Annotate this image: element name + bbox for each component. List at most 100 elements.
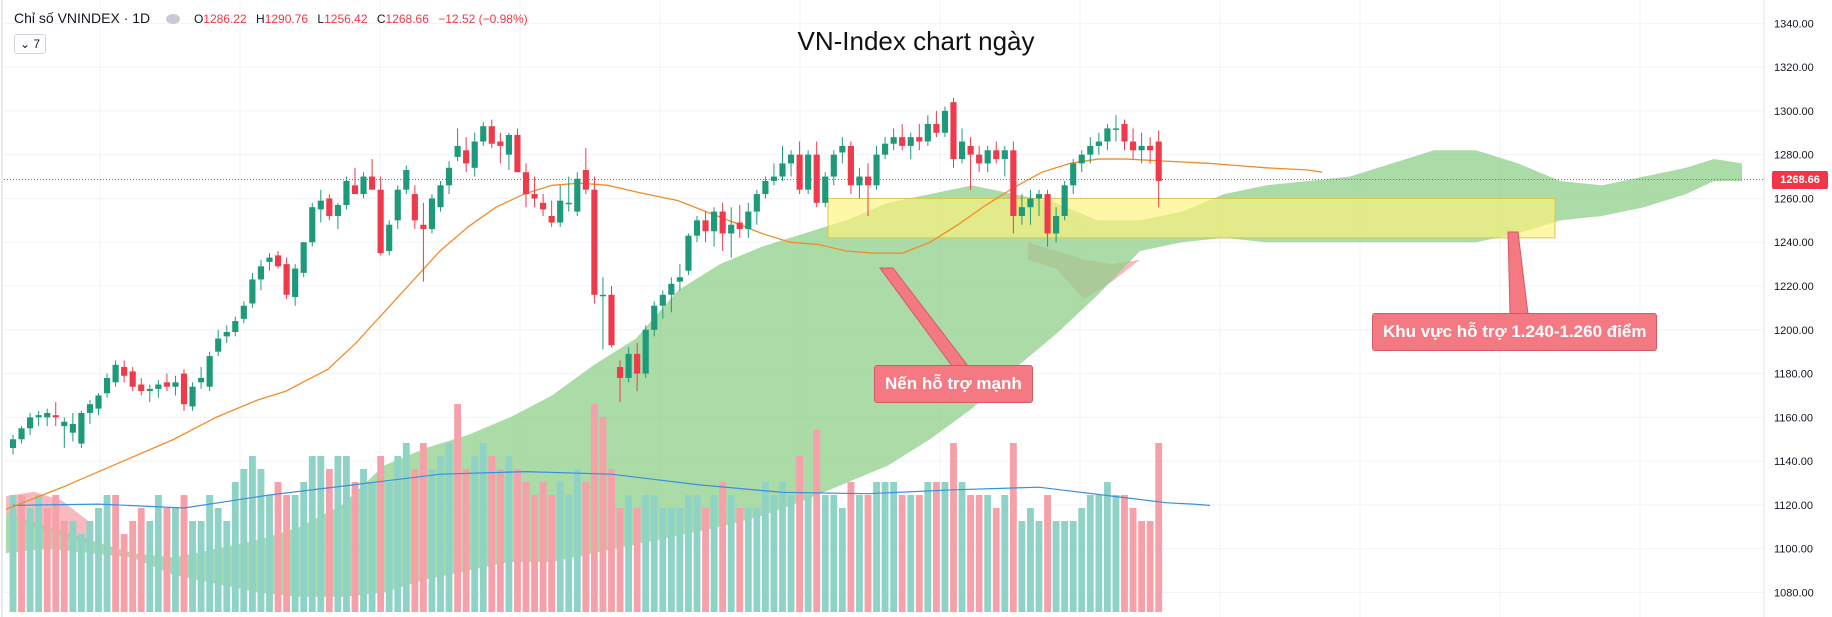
candle-body [642, 329, 649, 374]
volume-bar [129, 521, 137, 612]
candle-body [847, 145, 854, 186]
volume-bar [719, 482, 727, 612]
volume-bar [26, 508, 34, 612]
candle-body [659, 294, 666, 306]
candle-body [753, 194, 760, 212]
volume-bar [377, 456, 385, 612]
candle-body [702, 220, 709, 232]
candle-body [813, 154, 820, 203]
candle-body [317, 200, 324, 210]
volume-bar [112, 495, 120, 612]
indicators-toggle-button[interactable]: ⌄ 7 [14, 34, 46, 54]
candle-body [189, 386, 196, 407]
symbol-label[interactable]: Chỉ số VNINDEX · 1D [14, 10, 151, 26]
volume-bar [1146, 521, 1154, 612]
volume-bar [214, 508, 222, 612]
candle-body [454, 145, 461, 157]
volume-bar [496, 469, 504, 612]
volume-bar [35, 495, 43, 612]
candle-body [557, 200, 564, 223]
volume-bar [334, 456, 342, 612]
candle-body [326, 198, 333, 216]
volume-bar [1078, 508, 1086, 612]
candle-body [933, 124, 940, 133]
candle-body [505, 134, 512, 155]
candle-body [146, 388, 153, 392]
visibility-icon[interactable] [166, 14, 181, 25]
high-label: H [256, 12, 265, 26]
volume-bar [394, 456, 402, 612]
volume-bar [685, 495, 692, 612]
candle-body [257, 266, 265, 280]
volume-ma-line [12, 470, 1211, 509]
candle-body [411, 194, 418, 221]
candle-body [616, 367, 624, 378]
y-tick-label: 1080.00 [1774, 587, 1814, 599]
volume-bar [727, 495, 735, 612]
volume-bar [847, 482, 855, 612]
volume-bar [1155, 443, 1163, 612]
volume-bar [505, 456, 513, 612]
candle-body [976, 154, 983, 164]
high-value: 1290.76 [264, 12, 309, 26]
volume-bar [240, 469, 248, 612]
volume-bar [616, 508, 624, 612]
volume-bar [736, 508, 744, 612]
candle-body [9, 439, 17, 449]
volume-bar [924, 482, 932, 612]
y-tick-label: 1140.00 [1774, 456, 1813, 468]
candle-body [651, 305, 658, 330]
candle-body [967, 145, 974, 155]
volume-bar [514, 469, 521, 612]
candle-body [839, 145, 846, 153]
y-tick-label: 1260.00 [1774, 193, 1814, 205]
volume-bar [69, 521, 77, 612]
y-tick-label: 1200.00 [1774, 325, 1814, 337]
volume-bar [932, 482, 940, 612]
volume-bar [761, 482, 769, 612]
volume-bar [163, 508, 171, 612]
candle-body [249, 279, 256, 304]
volume-bar [402, 443, 410, 612]
volume-bar [103, 495, 111, 612]
volume-bar [856, 495, 863, 612]
candle-body [608, 294, 615, 346]
candle-body [625, 353, 632, 378]
candle-body [950, 102, 957, 160]
candle-body [377, 189, 384, 254]
candle-body [215, 338, 222, 352]
candle-body [1095, 141, 1102, 146]
candle-body [172, 382, 179, 387]
volume-bar [744, 508, 752, 612]
candle-body [924, 124, 931, 142]
volume-bar [1095, 495, 1103, 612]
candle-body [206, 356, 213, 387]
callout-support-zone: Khu vực hỗ trợ 1.240-1.260 điểm [1372, 313, 1658, 351]
last-price-tag: 1268.66 [1772, 171, 1828, 189]
candle-body [1138, 145, 1145, 151]
volume-bar [548, 495, 556, 612]
candle-body [223, 331, 230, 337]
open-label: O [193, 12, 204, 26]
candle-body [1035, 194, 1043, 199]
volume-bar [248, 456, 256, 612]
volume-bar [1121, 495, 1128, 612]
candle-body [770, 176, 778, 181]
volume-bar [881, 482, 889, 612]
y-tick-label: 1120.00 [1774, 500, 1813, 512]
candle-body [958, 141, 966, 160]
candle-body [1027, 198, 1034, 208]
volume-bar [300, 482, 308, 612]
candle-body [899, 137, 906, 146]
candle-body [1155, 141, 1162, 181]
candle-body [1147, 145, 1154, 151]
volume-bar [137, 508, 145, 612]
volume-bar [308, 456, 316, 612]
candle-body [745, 211, 752, 230]
volume-bar [343, 456, 350, 612]
candle-body [463, 150, 470, 164]
close-label: C [376, 12, 386, 26]
volume-bar [950, 443, 957, 612]
